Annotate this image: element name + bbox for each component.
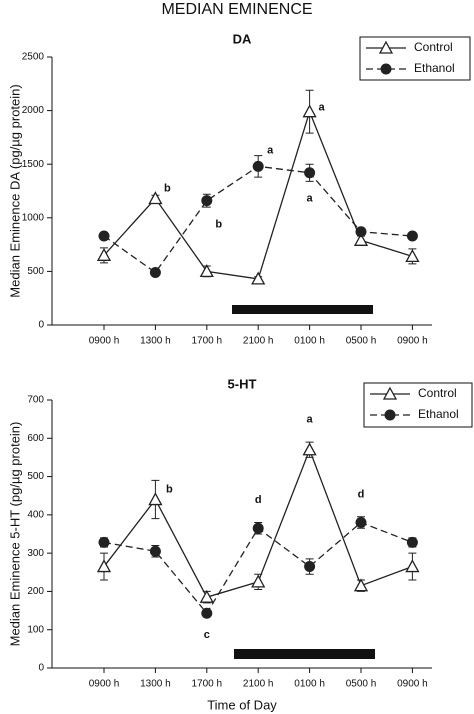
annotation: b — [164, 182, 171, 194]
marker-triangle — [199, 589, 214, 603]
marker-triangle — [96, 247, 112, 261]
x-tick-label: 2100 h — [243, 679, 274, 690]
marker-circle — [149, 266, 161, 278]
legend-label: Ethanol — [418, 407, 459, 421]
x-tick-label: 0500 h — [346, 336, 377, 347]
x-tick-label: 0900 h — [89, 679, 120, 690]
marker-circle — [201, 607, 213, 619]
x-tick-label: 0900 h — [89, 336, 120, 347]
y-axis-label: Median Eminence DA (pg/µg protein) — [7, 84, 22, 297]
marker-circle — [355, 517, 367, 529]
x-axis-label: Time of Day — [207, 697, 277, 712]
dark-period-bar — [234, 649, 375, 659]
y-tick-label: 100 — [27, 624, 44, 635]
marker-circle — [149, 545, 161, 557]
x-tick-label: 0100 h — [294, 679, 325, 690]
marker-circle — [406, 536, 418, 548]
x-tick-label: 1700 h — [192, 679, 223, 690]
x-tick-label: 0100 h — [294, 336, 325, 347]
marker-circle — [98, 230, 110, 242]
y-tick-label: 2000 — [22, 105, 45, 116]
annotation: a — [319, 102, 326, 114]
x-tick-label: 1300 h — [140, 336, 171, 347]
series-line — [103, 165, 413, 274]
y-tick-label: 200 — [27, 586, 44, 597]
y-tick-label: 2500 — [22, 52, 45, 63]
x-tick-label: 2100 h — [243, 336, 274, 347]
marker-triangle — [148, 191, 163, 205]
marker-circle — [201, 195, 213, 207]
y-tick-label: 0 — [38, 663, 44, 674]
annotation: a — [307, 193, 314, 205]
annotation: b — [166, 483, 173, 495]
legend-marker — [380, 63, 392, 75]
marker-triangle — [199, 264, 214, 278]
y-axis-label: Median Eminence 5-HT (pg/µg protein) — [7, 422, 22, 647]
marker-circle — [304, 561, 316, 573]
marker-circle — [406, 230, 418, 242]
x-tick-label: 1700 h — [192, 336, 223, 347]
legend-label: Control — [414, 40, 453, 54]
annotation: c — [204, 629, 210, 641]
legend-label: Ethanol — [414, 61, 455, 75]
y-tick-label: 500 — [27, 471, 44, 482]
x-tick-label: 1300 h — [140, 679, 171, 690]
marker-triangle — [96, 559, 112, 573]
marker-circle — [304, 167, 316, 179]
chart-title: 5-HT — [228, 376, 257, 391]
y-tick-label: 600 — [27, 433, 44, 444]
legend-marker — [384, 409, 396, 421]
legend-box — [359, 36, 471, 81]
y-tick-label: 400 — [27, 509, 44, 520]
figure-title: MEDIAN EMINENCE — [161, 1, 312, 18]
y-tick-label: 500 — [27, 266, 44, 277]
marker-circle — [252, 160, 264, 172]
y-tick-label: 300 — [27, 548, 44, 559]
legend-marker — [378, 40, 394, 54]
marker-triangle — [405, 559, 420, 573]
annotation: b — [215, 219, 222, 231]
y-tick-label: 1000 — [22, 212, 45, 223]
x-tick-label: 0900 h — [397, 679, 428, 690]
marker-triangle — [148, 492, 163, 506]
marker-triangle — [251, 574, 266, 588]
y-tick-label: 0 — [38, 320, 44, 331]
y-tick-label: 1500 — [22, 159, 45, 170]
dark-period-bar — [232, 305, 373, 314]
x-tick-label: 0900 h — [397, 336, 428, 347]
chart-title: DA — [233, 31, 252, 46]
x-tick-label: 0500 h — [346, 679, 377, 690]
legend-box — [363, 382, 473, 428]
marker-triangle — [405, 249, 420, 263]
marker-circle — [98, 536, 110, 548]
annotation: d — [255, 494, 262, 506]
marker-triangle — [251, 271, 266, 285]
annotation: a — [267, 144, 274, 156]
series-line — [103, 109, 413, 280]
annotation: d — [358, 488, 365, 500]
annotation: a — [307, 414, 314, 426]
marker-triangle — [302, 442, 317, 456]
series-line — [103, 521, 413, 615]
marker-circle — [355, 226, 367, 238]
marker-circle — [252, 522, 264, 534]
y-tick-label: 700 — [27, 395, 44, 406]
marker-triangle — [302, 104, 317, 118]
legend-marker — [382, 386, 398, 400]
legend-label: Control — [418, 386, 457, 400]
marker-triangle — [353, 578, 369, 592]
marker-triangle — [353, 232, 369, 246]
